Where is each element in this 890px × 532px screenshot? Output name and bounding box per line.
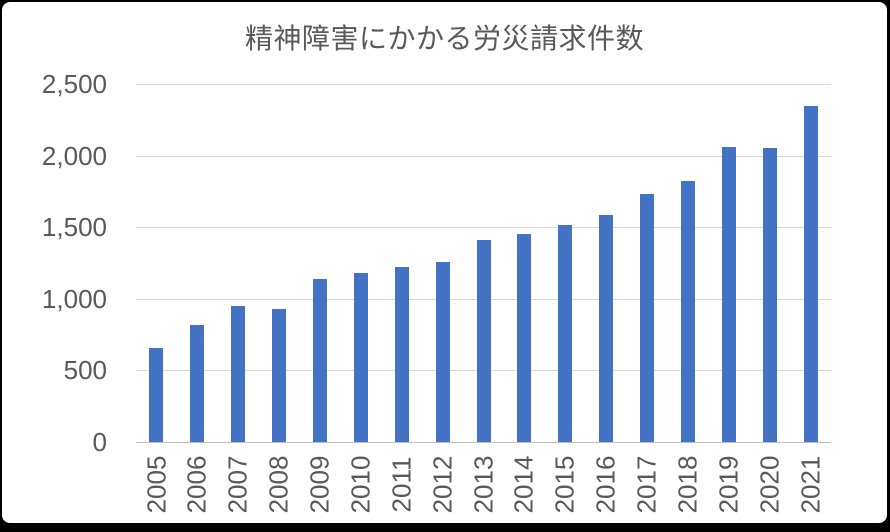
bar-2016 — [599, 214, 614, 442]
bar-2017 — [640, 193, 655, 442]
x-tick-label-text: 2011 — [386, 456, 417, 512]
x-tick-label-text: 2010 — [345, 455, 376, 513]
bar-2008 — [272, 309, 287, 442]
chart-panel: 精神障害にかかる労災請求件数 0 500 1,000 1,500 2,000 2,500 … — [2, 2, 887, 523]
x-tick-label-text: 2015 — [549, 455, 580, 513]
x-tick-label-text: 2019 — [713, 455, 744, 513]
x-tick-label-text: 2017 — [631, 455, 662, 513]
bar-2013 — [476, 240, 491, 442]
x-tick-label-2010: 2010 — [340, 448, 381, 520]
x-tick-label-2020: 2020 — [749, 448, 790, 520]
x-tick-label-text: 2018 — [672, 455, 703, 513]
y-tick-label: 1,500 — [41, 212, 107, 243]
y-tick-label: 1,000 — [41, 283, 107, 314]
bar-2015 — [558, 225, 573, 442]
x-tick-label-2005: 2005 — [136, 448, 177, 520]
gridline — [136, 84, 831, 85]
y-tick-label: 0 — [92, 427, 107, 457]
x-tick-label-text: 2013 — [467, 455, 498, 513]
x-tick-label-2014: 2014 — [504, 448, 545, 520]
x-tick-label-2011: 2011 — [381, 448, 422, 520]
x-tick-label-2008: 2008 — [259, 448, 300, 520]
bar-2010 — [353, 272, 368, 442]
x-tick-label-2018: 2018 — [667, 448, 708, 520]
bar-2011 — [394, 267, 409, 442]
bar-2018 — [680, 181, 695, 442]
x-tick-label-text: 2014 — [508, 455, 539, 513]
plot-area — [136, 84, 831, 443]
bar-2021 — [803, 106, 818, 442]
x-tick-label-2013: 2013 — [463, 448, 504, 520]
y-tick-label: 2,500 — [41, 69, 107, 99]
x-tick-label-2012: 2012 — [422, 448, 463, 520]
x-tick-label-text: 2020 — [754, 455, 785, 513]
bar-2019 — [721, 147, 736, 442]
bar-2009 — [312, 279, 327, 442]
x-tick-label-2015: 2015 — [545, 448, 586, 520]
x-tick-label-2006: 2006 — [177, 448, 218, 520]
x-axis-line — [136, 442, 831, 443]
x-axis: 2005 2006 2007 2008 2009 2010 2011 2012 2013 2014… — [136, 448, 831, 522]
x-tick-label-text: 2007 — [222, 455, 253, 513]
x-tick-label-text: 2006 — [181, 455, 212, 513]
bar-2007 — [231, 305, 246, 442]
x-tick-label-2019: 2019 — [708, 448, 749, 520]
x-tick-label-text: 2016 — [590, 455, 621, 513]
gridline — [136, 155, 831, 157]
bar-2005 — [149, 348, 164, 442]
bar-2006 — [190, 324, 205, 442]
x-tick-label-text: 2009 — [304, 455, 335, 513]
y-tick-label: 500 — [63, 355, 107, 386]
x-tick-label-2016: 2016 — [586, 448, 627, 520]
x-tick-label-text: 2005 — [140, 455, 171, 513]
y-axis: 0 500 1,000 1,500 2,000 2,500 — [2, 2, 107, 523]
x-tick-label-2007: 2007 — [218, 448, 259, 520]
y-tick-label: 2,000 — [41, 140, 107, 171]
x-tick-label-2021: 2021 — [790, 448, 831, 520]
bar-2020 — [762, 148, 777, 442]
bar-2014 — [517, 233, 532, 442]
x-tick-label-2017: 2017 — [627, 448, 668, 520]
gridline — [136, 227, 831, 229]
x-tick-label-2009: 2009 — [300, 448, 341, 520]
chart-title: 精神障害にかかる労災請求件数 — [244, 23, 644, 54]
x-tick-label-text: 2021 — [795, 455, 826, 513]
x-tick-label-text: 2012 — [427, 455, 458, 513]
x-tick-label-text: 2008 — [263, 455, 294, 513]
bar-2012 — [435, 262, 450, 442]
